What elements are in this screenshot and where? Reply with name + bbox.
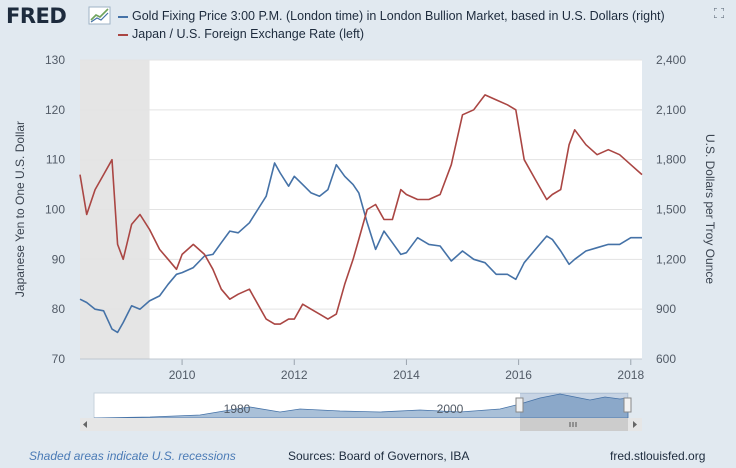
legend-label-gold: Gold Fixing Price 3:00 P.M. (London time… bbox=[132, 9, 665, 23]
right-tick-label: 1,500 bbox=[656, 203, 686, 217]
chart-trend-icon bbox=[88, 6, 111, 25]
left-tick-label: 80 bbox=[52, 302, 66, 316]
recession-note[interactable]: Shaded areas indicate U.S. recessions bbox=[29, 449, 236, 463]
legend-swatch-gold bbox=[118, 15, 128, 18]
left-axis-title: Japanese Yen to One U.S. Dollar bbox=[13, 121, 27, 297]
x-tick-label: 2016 bbox=[505, 368, 532, 382]
right-tick-label: 600 bbox=[656, 352, 676, 366]
right-axis-ticks: 600 900 1,200 1,500 1,800 2,100 2,400 bbox=[656, 53, 686, 366]
left-tick-label: 130 bbox=[45, 53, 65, 67]
navigator-scroll-thumb[interactable] bbox=[520, 418, 628, 431]
series-lines bbox=[79, 94, 643, 334]
right-axis-title: U.S. Dollars per Troy Ounce bbox=[703, 134, 717, 284]
right-tick-label: 2,100 bbox=[656, 103, 686, 117]
sources-note: Sources: Board of Governors, IBA bbox=[288, 449, 470, 463]
navigator-selection[interactable] bbox=[520, 393, 628, 418]
left-tick-label: 110 bbox=[46, 153, 65, 167]
navigator-label-1980: 1980 bbox=[224, 402, 251, 416]
gold-price-line bbox=[79, 162, 642, 334]
site-url[interactable]: fred.stlouisfed.org bbox=[610, 449, 706, 463]
legend-yen: Japan / U.S. Foreign Exchange Rate (left… bbox=[118, 27, 364, 41]
navigator[interactable]: 1980 2000 bbox=[80, 392, 642, 431]
x-tick-label: 2014 bbox=[393, 368, 420, 382]
left-tick-label: 70 bbox=[52, 352, 66, 366]
navigator-handle-left[interactable] bbox=[515, 397, 524, 413]
navigator-scrollbar[interactable] bbox=[80, 418, 642, 431]
navigator-label-2000: 2000 bbox=[437, 402, 464, 416]
legend-swatch-yen bbox=[118, 33, 128, 36]
fred-logo[interactable]: FRED bbox=[6, 4, 67, 28]
yen-rate-line bbox=[79, 94, 643, 325]
x-tick-label: 2018 bbox=[617, 368, 644, 382]
scroll-left-icon[interactable] bbox=[83, 421, 87, 428]
right-tick-label: 2,400 bbox=[656, 53, 686, 67]
scroll-right-icon[interactable] bbox=[633, 421, 637, 428]
navigator-series bbox=[93, 393, 629, 419]
chart-area: 70 80 90 100 110 120 130 600 900 1,200 1,500 1,800… bbox=[13, 53, 717, 431]
x-axis-ticks: 2010 2012 2014 2016 2018 bbox=[80, 358, 644, 382]
right-tick-label: 1,800 bbox=[656, 153, 686, 167]
left-tick-label: 90 bbox=[52, 252, 66, 266]
left-tick-label: 100 bbox=[45, 203, 65, 217]
left-tick-label: 120 bbox=[45, 103, 65, 117]
left-axis-ticks: 70 80 90 100 110 120 130 bbox=[45, 53, 65, 366]
right-tick-label: 900 bbox=[656, 302, 676, 316]
right-tick-label: 1,200 bbox=[656, 252, 686, 266]
legend-label-yen: Japan / U.S. Foreign Exchange Rate (left… bbox=[132, 27, 365, 41]
scroll-grip-icon bbox=[569, 422, 577, 427]
legend-gold: Gold Fixing Price 3:00 P.M. (London time… bbox=[118, 9, 665, 23]
x-tick-label: 2012 bbox=[281, 368, 308, 382]
navigator-handle-right[interactable] bbox=[623, 397, 632, 413]
x-tick-label: 2010 bbox=[169, 368, 196, 382]
